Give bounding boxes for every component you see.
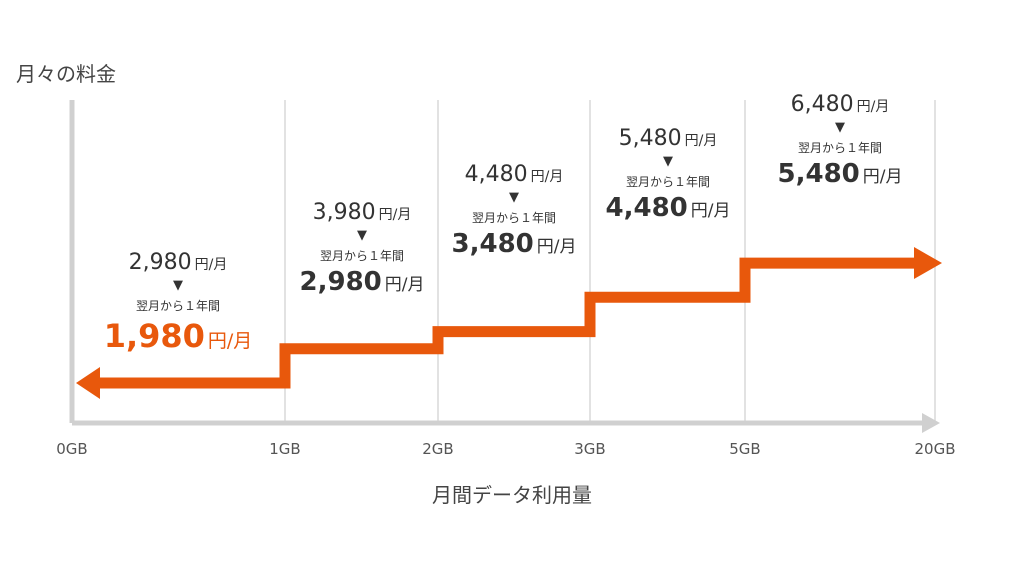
price-unit: 円/月 bbox=[384, 275, 425, 295]
down-arrow-icon: ▼ bbox=[662, 154, 673, 169]
x-axis-label: 月間データ利用量 bbox=[432, 483, 592, 507]
price-unit: 円/月 bbox=[207, 330, 253, 352]
discounted-price-value: 2,980 bbox=[299, 267, 382, 297]
step-line-left-arrowhead bbox=[76, 367, 100, 399]
regular-price: 6,480 円/月 bbox=[778, 92, 903, 117]
x-tick-label: 5GB bbox=[729, 440, 761, 458]
price-unit: 円/月 bbox=[378, 207, 412, 223]
discounted-price: 2,980 円/月 bbox=[300, 267, 425, 297]
price-unit: 円/月 bbox=[684, 133, 718, 149]
price-block: 5,480 円/月 ▼ 翌月から１年間 4,480 円/月 bbox=[606, 126, 731, 223]
x-tick-label: 0GB bbox=[56, 440, 88, 458]
regular-price: 3,980 円/月 bbox=[300, 200, 425, 225]
price-unit: 円/月 bbox=[536, 237, 577, 257]
price-unit: 円/月 bbox=[690, 201, 731, 221]
regular-price-value: 5,480 bbox=[618, 126, 682, 151]
discounted-price-value: 4,480 bbox=[605, 193, 688, 223]
price-block: 3,980 円/月 ▼ 翌月から１年間 2,980 円/月 bbox=[300, 200, 425, 297]
price-unit: 円/月 bbox=[194, 257, 228, 273]
discounted-price-value: 3,480 bbox=[451, 229, 534, 259]
discount-period-note: 翌月から１年間 bbox=[471, 211, 557, 225]
regular-price-value: 2,980 bbox=[128, 250, 192, 275]
step-line-right-arrowhead bbox=[914, 247, 942, 280]
y-axis-label: 月々の料金 bbox=[16, 62, 116, 86]
discount-period-note: 翌月から１年間 bbox=[135, 299, 220, 313]
regular-price: 5,480 円/月 bbox=[606, 126, 731, 151]
discount-period-note: 翌月から１年間 bbox=[319, 249, 405, 263]
discounted-price: 4,480 円/月 bbox=[606, 193, 731, 223]
discounted-price: 3,480 円/月 bbox=[452, 229, 577, 259]
price-block: 4,480 円/月 ▼ 翌月から１年間 3,480 円/月 bbox=[452, 162, 577, 259]
discount-period-note: 翌月から１年間 bbox=[797, 141, 883, 155]
x-axis-arrowhead bbox=[922, 413, 940, 433]
down-arrow-icon: ▼ bbox=[508, 190, 519, 205]
discounted-price: 1,980 円/月 bbox=[104, 317, 253, 355]
regular-price: 4,480 円/月 bbox=[452, 162, 577, 187]
step-line-series bbox=[92, 257, 918, 389]
regular-price-value: 4,480 bbox=[464, 162, 528, 187]
x-tick-label: 20GB bbox=[914, 440, 956, 458]
price-block: 6,480 円/月 ▼ 翌月から１年間 5,480 円/月 bbox=[778, 92, 903, 189]
down-arrow-icon: ▼ bbox=[834, 120, 845, 135]
price-unit: 円/月 bbox=[530, 169, 564, 185]
discounted-price-value: 5,480 bbox=[777, 159, 860, 189]
down-arrow-icon: ▼ bbox=[356, 228, 367, 243]
regular-price-value: 6,480 bbox=[790, 92, 854, 117]
regular-price: 2,980 円/月 bbox=[104, 250, 253, 275]
discount-period-note: 翌月から１年間 bbox=[625, 175, 711, 189]
down-arrow-icon: ▼ bbox=[173, 278, 183, 293]
price-unit: 円/月 bbox=[856, 99, 890, 115]
x-tick-label: 2GB bbox=[422, 440, 454, 458]
x-tick-label: 1GB bbox=[269, 440, 301, 458]
price-unit: 円/月 bbox=[862, 167, 903, 187]
regular-price-value: 3,980 bbox=[312, 200, 376, 225]
price-block: 2,980 円/月 ▼ 翌月から１年間 1,980 円/月 bbox=[104, 250, 253, 355]
x-tick-label: 3GB bbox=[574, 440, 606, 458]
discounted-price: 5,480 円/月 bbox=[778, 159, 903, 189]
discounted-price-value: 1,980 bbox=[103, 317, 205, 355]
